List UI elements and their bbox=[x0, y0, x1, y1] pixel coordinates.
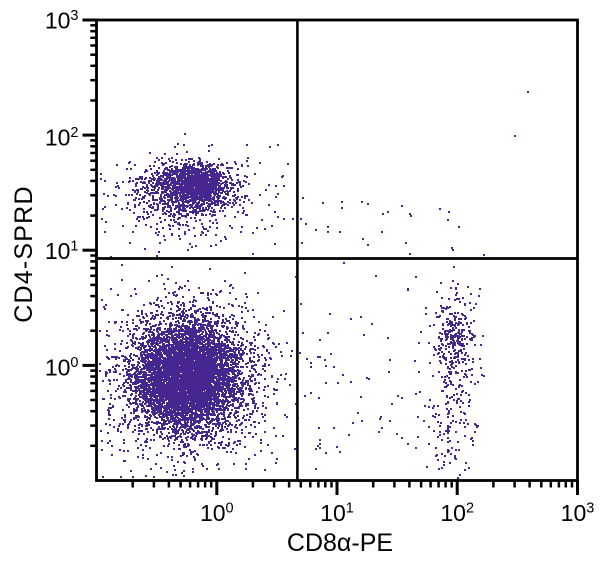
svg-text:102: 102 bbox=[45, 125, 79, 151]
svg-text:CD8α-PE: CD8α-PE bbox=[287, 529, 393, 557]
svg-text:CD4-SPRD: CD4-SPRD bbox=[10, 185, 38, 322]
svg-text:101: 101 bbox=[45, 238, 79, 264]
